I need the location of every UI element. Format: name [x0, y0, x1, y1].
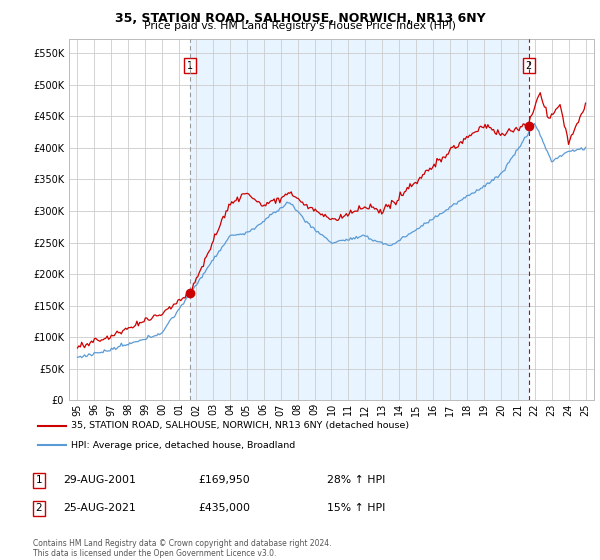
- Bar: [529, 39, 594, 400]
- Text: Price paid vs. HM Land Registry's House Price Index (HPI): Price paid vs. HM Land Registry's House …: [144, 21, 456, 31]
- Text: 28% ↑ HPI: 28% ↑ HPI: [327, 475, 385, 486]
- Text: 1: 1: [35, 475, 43, 486]
- Text: 2: 2: [35, 503, 43, 514]
- Text: 2: 2: [526, 60, 532, 71]
- Text: Contains HM Land Registry data © Crown copyright and database right 2024.
This d: Contains HM Land Registry data © Crown c…: [33, 539, 331, 558]
- Text: 35, STATION ROAD, SALHOUSE, NORWICH, NR13 6NY (detached house): 35, STATION ROAD, SALHOUSE, NORWICH, NR1…: [71, 421, 410, 430]
- Text: HPI: Average price, detached house, Broadland: HPI: Average price, detached house, Broa…: [71, 441, 296, 450]
- Text: 29-AUG-2001: 29-AUG-2001: [63, 475, 136, 486]
- Text: £169,950: £169,950: [198, 475, 250, 486]
- Text: 25-AUG-2021: 25-AUG-2021: [63, 503, 136, 514]
- Bar: [69, 39, 190, 400]
- Text: £435,000: £435,000: [198, 503, 250, 514]
- Text: 1: 1: [187, 60, 193, 71]
- Text: 35, STATION ROAD, SALHOUSE, NORWICH, NR13 6NY: 35, STATION ROAD, SALHOUSE, NORWICH, NR1…: [115, 12, 485, 25]
- Text: 15% ↑ HPI: 15% ↑ HPI: [327, 503, 385, 514]
